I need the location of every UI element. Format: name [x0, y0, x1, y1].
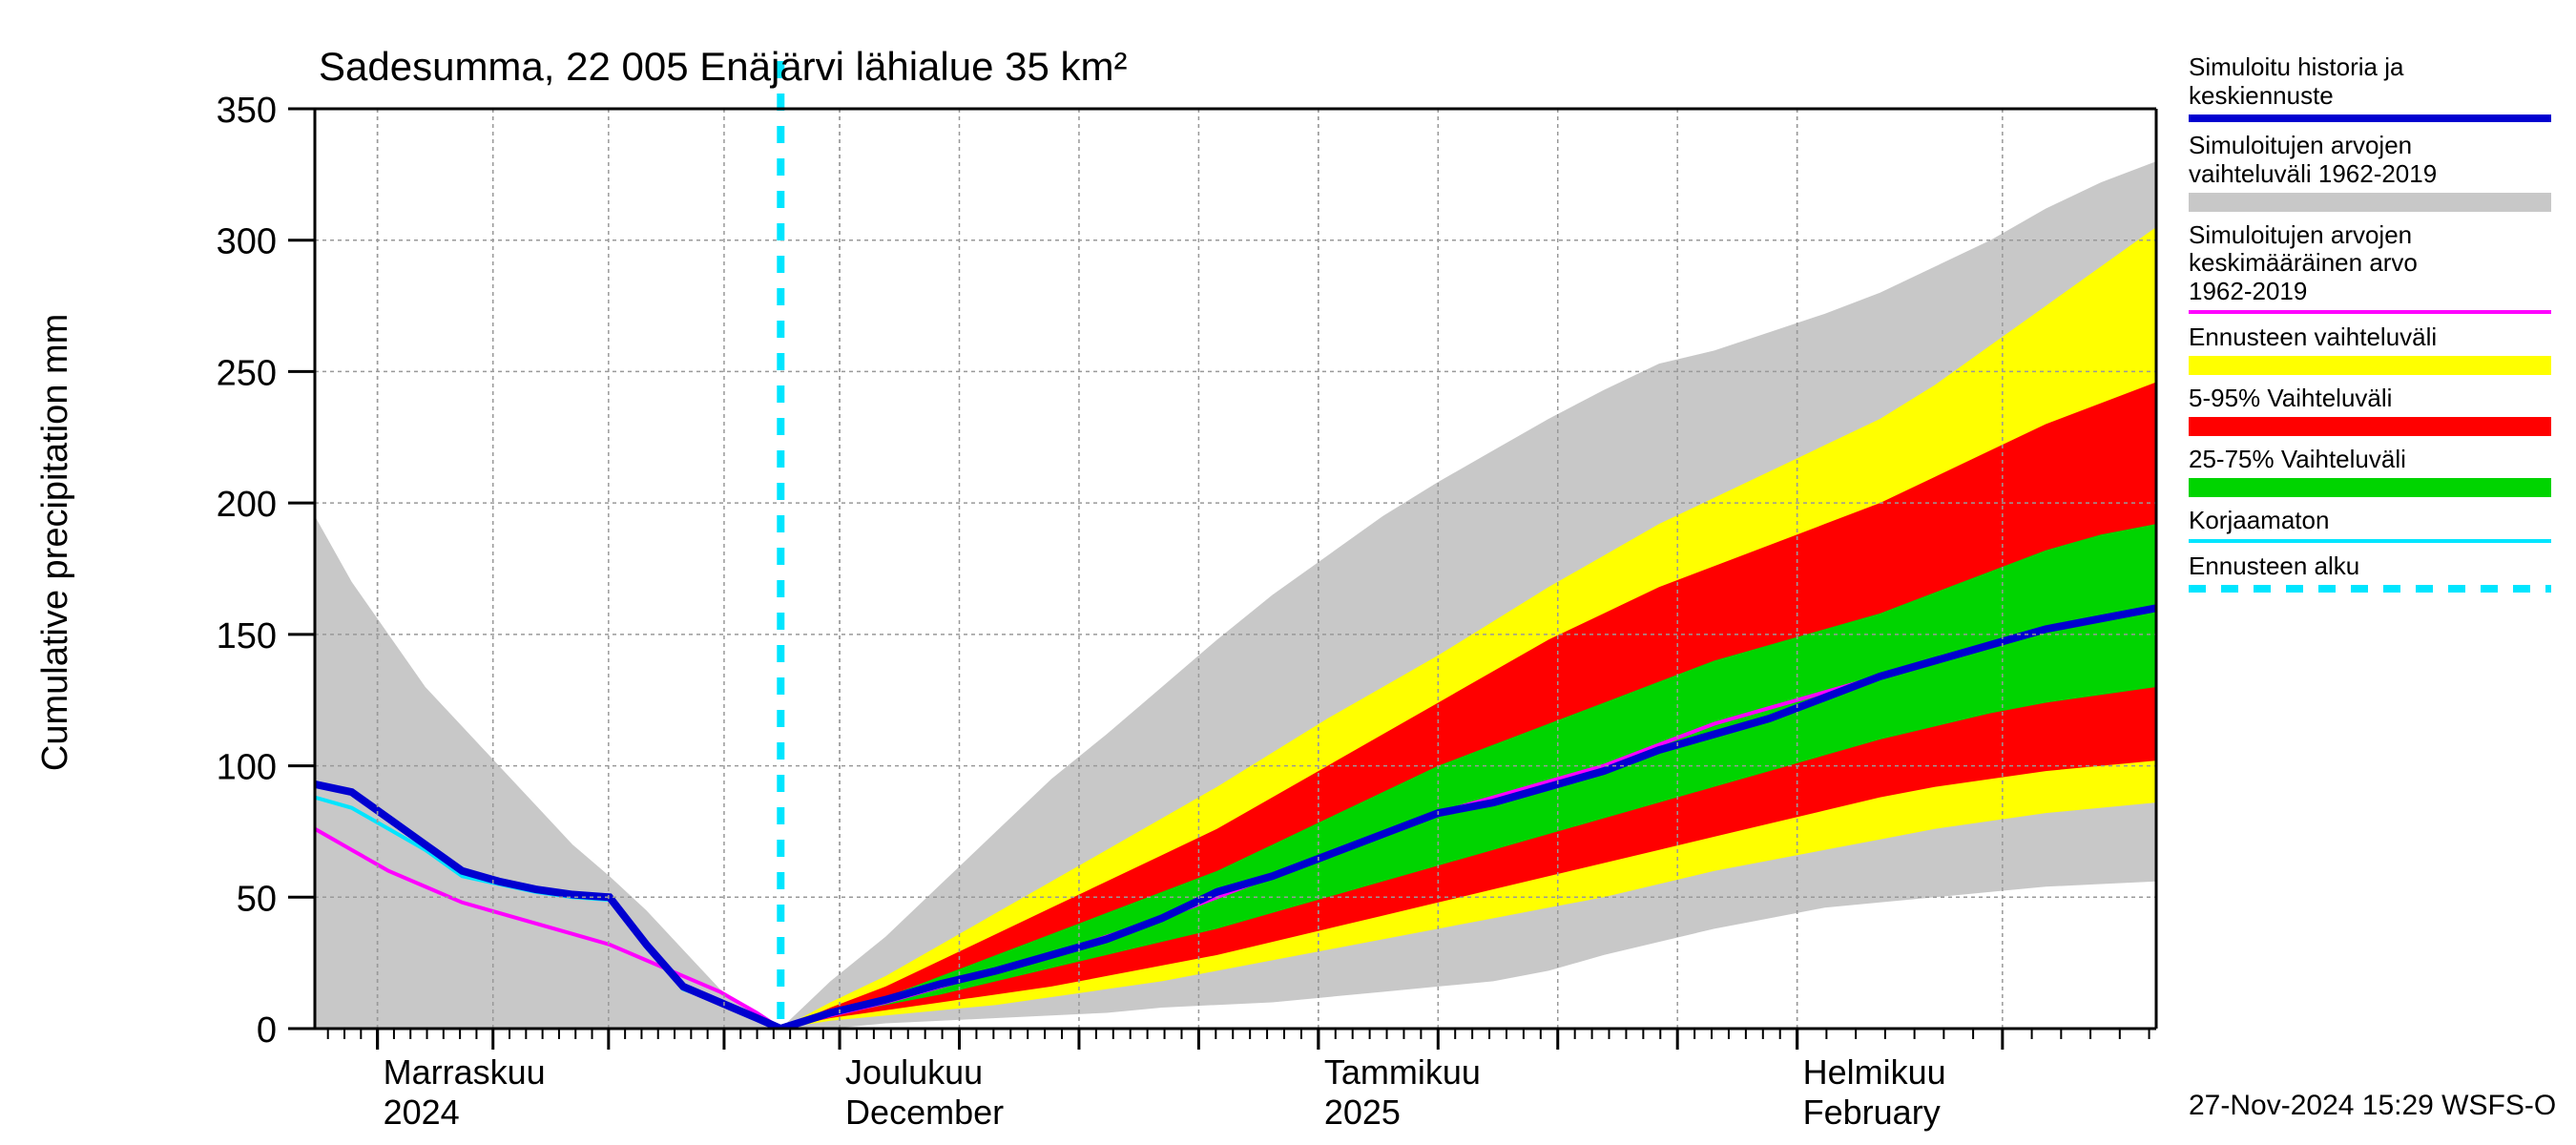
legend-swatch-line — [2189, 310, 2551, 314]
legend-label: keskiennuste — [2189, 82, 2551, 111]
xtick-label-bottom: December — [845, 1093, 1004, 1132]
legend-swatch-band — [2189, 356, 2551, 375]
legend-entry: Simuloitu historia jakeskiennuste — [2189, 53, 2551, 122]
legend-swatch-dash — [2189, 585, 2551, 593]
legend-label: Ennusteen alku — [2189, 552, 2551, 581]
legend-entry: Ennusteen alku — [2189, 552, 2551, 593]
xtick-label-bottom: February — [1803, 1093, 1941, 1132]
legend-label: Simuloitu historia ja — [2189, 53, 2551, 82]
xtick-label-top: Marraskuu — [384, 1052, 546, 1092]
legend-label: Ennusteen vaihteluväli — [2189, 323, 2551, 352]
legend-swatch-line — [2189, 114, 2551, 122]
xtick-label-top: Helmikuu — [1803, 1052, 1946, 1092]
y-axis-label: Cumulative precipitation mm — [35, 314, 75, 771]
legend: Simuloitu historia jakeskiennusteSimuloi… — [2189, 53, 2551, 602]
ytick-label: 150 — [217, 616, 277, 656]
legend-label: 1962-2019 — [2189, 278, 2551, 306]
ytick-label: 100 — [217, 748, 277, 788]
legend-swatch-band — [2189, 193, 2551, 212]
legend-label: Simuloitujen arvojen — [2189, 132, 2551, 160]
ytick-label: 250 — [217, 353, 277, 393]
legend-label: 5-95% Vaihteluväli — [2189, 385, 2551, 413]
xtick-label-bottom: 2024 — [384, 1093, 460, 1132]
legend-swatch-line — [2189, 539, 2551, 543]
legend-label: Simuloitujen arvojen — [2189, 221, 2551, 250]
chart-root: 0 50 100 150 200 250 300 350 Marraskuu2024 Jouluk… — [0, 0, 2576, 1145]
legend-entry: 5-95% Vaihteluväli — [2189, 385, 2551, 436]
legend-label: 25-75% Vaihteluväli — [2189, 446, 2551, 474]
ytick-label: 200 — [217, 485, 277, 525]
xtick-label-top: Tammikuu — [1324, 1052, 1481, 1092]
legend-label: keskimääräinen arvo — [2189, 249, 2551, 278]
legend-entry: 25-75% Vaihteluväli — [2189, 446, 2551, 497]
xtick-label-bottom: 2025 — [1324, 1093, 1401, 1132]
legend-label: vaihteluväli 1962-2019 — [2189, 160, 2551, 189]
ytick-label: 350 — [217, 91, 277, 131]
legend-swatch-band — [2189, 417, 2551, 436]
legend-label: Korjaamaton — [2189, 507, 2551, 535]
ytick-label: 0 — [257, 1010, 277, 1051]
legend-entry: Ennusteen vaihteluväli — [2189, 323, 2551, 375]
ytick-label: 300 — [217, 222, 277, 262]
legend-entry: Simuloitujen arvojenvaihteluväli 1962-20… — [2189, 132, 2551, 212]
footer-timestamp: 27-Nov-2024 15:29 WSFS-O — [2189, 1090, 2556, 1122]
legend-swatch-band — [2189, 478, 2551, 497]
chart-title: Sadesumma, 22 005 Enäjärvi lähialue 35 k… — [319, 44, 1127, 89]
legend-entry: Simuloitujen arvojenkeskimääräinen arvo … — [2189, 221, 2551, 315]
ytick-label: 50 — [237, 879, 277, 919]
xtick-label-top: Joulukuu — [845, 1052, 983, 1092]
legend-entry: Korjaamaton — [2189, 507, 2551, 543]
